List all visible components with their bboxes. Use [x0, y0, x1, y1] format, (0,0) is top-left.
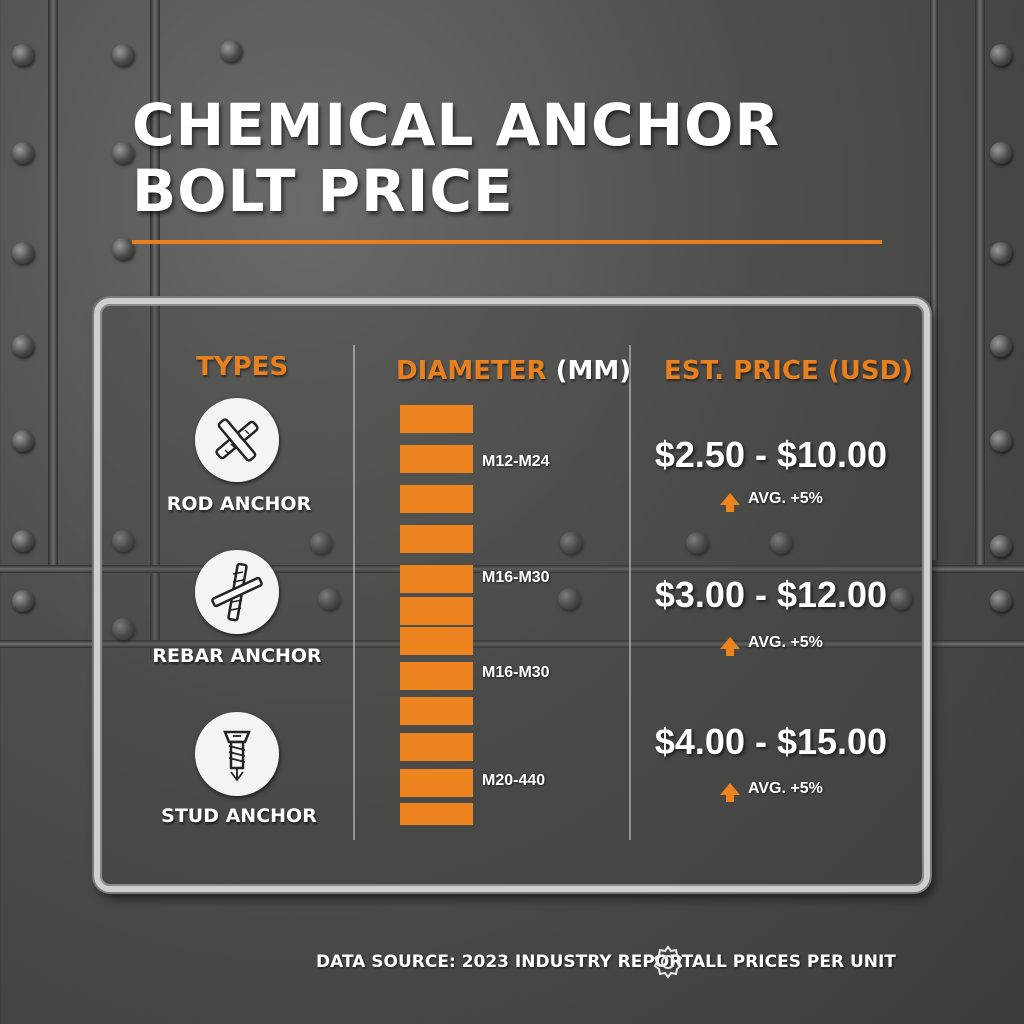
diameter-header-unit: (MM) [546, 356, 632, 386]
rivet [112, 44, 134, 66]
diameter-bar-segment [400, 803, 473, 825]
type-label-rebar: REBAR ANCHOR [152, 645, 322, 667]
gear-icon [653, 945, 683, 979]
up-arrow-icon [720, 493, 740, 512]
price-trend: AVG. +5% [720, 490, 823, 512]
rebar-anchor-icon [195, 550, 279, 634]
price-header: EST. PRICE (USD) [664, 356, 913, 386]
price-trend-label: AVG. +5% [748, 780, 823, 797]
rivet [112, 618, 134, 640]
rivet [310, 532, 332, 554]
plate-seam [975, 0, 985, 570]
rivet [12, 335, 34, 357]
diameter-bar-segment [400, 769, 473, 797]
diameter-label: M20-440 [482, 772, 546, 789]
diameter-bar-segment [400, 525, 473, 553]
plate-seam [0, 640, 1024, 648]
diameter-label: M16-M30 [482, 569, 550, 586]
types-header: TYPES [196, 352, 288, 382]
rivet [12, 44, 34, 66]
price-trend-label: AVG. +5% [748, 490, 823, 507]
rivet [990, 430, 1012, 452]
plate-seam [48, 0, 58, 570]
types-header-label: TYPES [196, 352, 289, 382]
rivet [890, 588, 912, 610]
diameter-bar-segment [400, 662, 473, 690]
rivet [560, 532, 582, 554]
up-arrow-icon [720, 783, 740, 802]
rivet [12, 242, 34, 264]
rivet [220, 40, 242, 62]
rivet [12, 142, 34, 164]
plate-seam [150, 0, 160, 660]
price-trend-label: AVG. +5% [748, 634, 823, 651]
diameter-bar-segment [400, 445, 473, 473]
rivet [990, 535, 1012, 557]
diameter-bar-segment [400, 627, 473, 655]
rivet [12, 430, 34, 452]
rivet [990, 335, 1012, 357]
price-trend: AVG. +5% [720, 634, 823, 656]
rivet [318, 588, 340, 610]
stud-anchor-icon [195, 712, 279, 796]
title-underline [132, 240, 882, 244]
price-range: $2.50 - $10.00 [654, 434, 888, 475]
rivet [12, 530, 34, 552]
rivet [112, 530, 134, 552]
price-header-label: EST. PRICE [664, 356, 819, 386]
rivet [112, 142, 134, 164]
diameter-bar-segment [400, 485, 473, 513]
diameter-bar-segment [400, 733, 473, 761]
plate-seam [0, 565, 1024, 573]
prices-per-unit-note: ALL PRICES PER UNIT [692, 952, 896, 972]
diameter-bar-segment [400, 697, 473, 725]
rivet [990, 44, 1012, 66]
diameter-bar-segment [400, 565, 473, 593]
type-label-rod: ROD ANCHOR [166, 493, 312, 515]
diameter-header-label: DIAMETER [396, 356, 547, 386]
column-divider [629, 345, 631, 840]
price-range: $4.00 - $15.00 [654, 721, 888, 762]
price-range: $3.00 - $12.00 [654, 574, 888, 615]
price-trend: AVG. +5% [720, 780, 823, 802]
rivet [990, 142, 1012, 164]
diameter-header: DIAMETER (MM) [396, 356, 631, 386]
plate-seam [930, 0, 938, 560]
rivet [558, 588, 580, 610]
page-title: CHEMICAL ANCHOR BOLT PRICE [132, 91, 781, 225]
rivet [990, 590, 1012, 612]
diameter-bar-segment [400, 405, 473, 433]
rod-anchor-icon [195, 398, 279, 482]
rivet [12, 590, 34, 612]
rivet [990, 242, 1012, 264]
type-label-stud: STUD ANCHOR [161, 805, 317, 827]
price-header-unit: (USD) [818, 356, 914, 386]
rivet [770, 532, 792, 554]
data-source-note: DATA SOURCE: 2023 INDUSTRY REPORT [316, 952, 694, 972]
diameter-bar-segment [400, 597, 473, 625]
up-arrow-icon [720, 637, 740, 656]
diameter-label: M12-M24 [482, 453, 550, 470]
diameter-label: M16-M30 [482, 664, 550, 681]
column-divider [353, 345, 355, 840]
rivet [112, 238, 134, 260]
rivet [686, 532, 708, 554]
